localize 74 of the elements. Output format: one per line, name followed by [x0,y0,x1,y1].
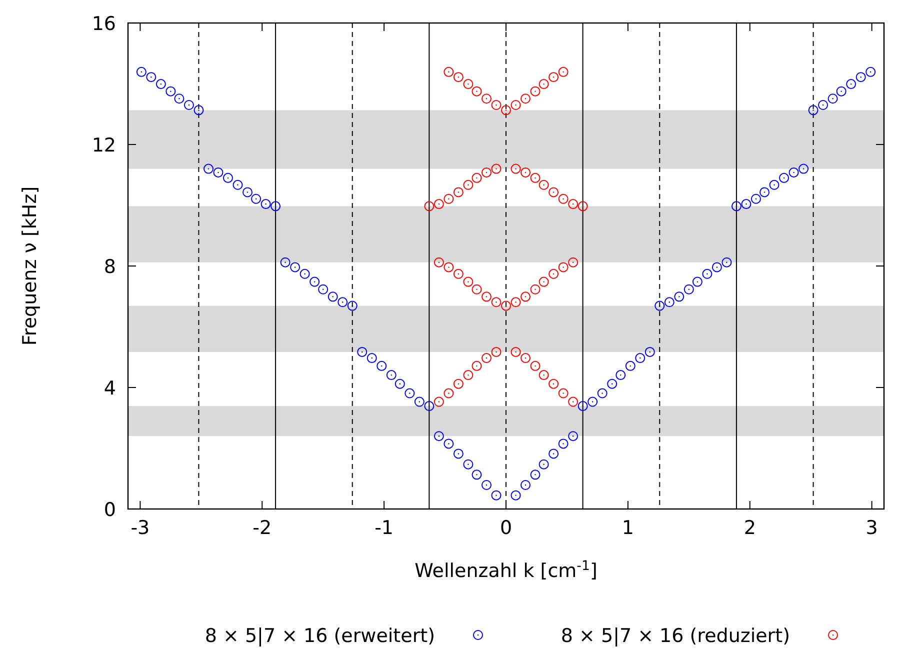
legend-label: 8 × 5|7 × 16 (reduziert) [560,625,790,647]
point [472,86,482,96]
point [548,72,559,82]
point [463,276,474,287]
point [501,300,511,311]
point [481,353,492,364]
point [538,79,549,90]
point [568,257,578,268]
point [501,105,511,116]
point [463,79,474,90]
point [491,164,502,174]
point [453,378,464,389]
point [472,172,482,183]
legend-label: 8 × 5|7 × 16 (erweitert) [204,625,435,647]
point [538,180,549,190]
point [558,262,568,272]
y-tick-label: 0 [104,499,116,521]
x-tick-label: 1 [622,517,634,539]
point [444,262,454,272]
x-tick-label: 3 [866,517,878,539]
point [434,396,444,407]
x-tick-label: 2 [744,517,756,539]
point [538,370,549,380]
point [444,194,454,204]
point [510,346,521,357]
point [424,201,434,212]
point [491,297,502,308]
x-axis-title: Wellenzahl k [cm$^{-1}$] [414,558,598,582]
point [491,100,502,110]
point [491,346,502,357]
point [530,172,540,183]
point [520,167,531,178]
y-tick-label: 4 [104,378,116,400]
x-tick-label: -3 [130,517,150,539]
point [520,353,531,364]
y-tick-label: 12 [92,134,116,156]
point [472,284,482,294]
point [481,167,492,178]
x-tick-label: 0 [500,517,512,539]
point [510,297,521,308]
x-tick-label: -1 [374,517,394,539]
point [453,268,464,279]
point [530,284,540,294]
point [472,360,482,371]
point [548,378,559,389]
point [568,396,578,407]
point [520,292,531,302]
x-tick-label: -2 [252,517,272,539]
y-tick-label: 8 [104,256,116,278]
point [538,276,549,287]
point [434,257,444,268]
point [558,66,568,77]
point [558,194,568,204]
point [463,180,474,190]
point [444,388,454,398]
point [434,199,444,210]
point [548,187,559,198]
point [578,201,588,212]
point [444,66,454,77]
point [558,388,568,398]
point [510,100,521,110]
point [453,187,464,198]
point [520,94,531,104]
point [568,199,578,210]
point [481,94,492,104]
point [548,268,559,279]
point [481,292,492,302]
point [463,370,474,380]
point [530,86,540,96]
y-axis-title: Frequenz ν [kHz] [19,186,41,346]
point [510,164,521,174]
point [453,72,464,82]
point [530,360,540,371]
y-tick-label: 16 [92,13,116,35]
